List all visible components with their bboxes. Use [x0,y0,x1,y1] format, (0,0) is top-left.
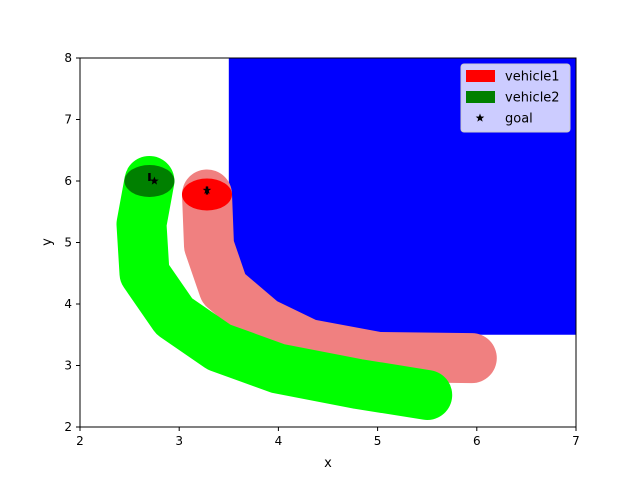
legend-label-goal: goal [505,112,533,127]
legend-swatch-goal [475,113,485,122]
y-tick-label: 2 [64,420,72,434]
x-tick-label: 4 [275,434,283,448]
x-axis-label: x [324,456,332,471]
legend: vehicle1 vehicle2 goal [460,63,571,133]
legend-label-vehicle2: vehicle2 [505,91,560,106]
vehicle2-trail [116,156,453,420]
y-tick-label: 5 [64,236,72,250]
goal-marker-2 [202,185,212,194]
legend-swatch-vehicle1 [466,70,495,82]
goal-marker-1 [150,176,159,185]
y-axis-label: y [40,238,55,246]
y-tick-label: 4 [64,297,72,311]
vehicle1-trail [182,169,497,384]
y-tick-label: 7 [64,113,72,127]
axis-ticks: 2 3 4 5 6 7 2 3 4 5 6 7 8 [64,51,579,448]
x-tick-label: 5 [374,434,382,448]
legend-label-vehicle1: vehicle1 [505,70,560,85]
y-tick-label: 6 [64,174,72,188]
x-tick-label: 3 [175,434,183,448]
legend-swatch-vehicle2 [466,91,495,103]
x-tick-label: 2 [76,434,84,448]
x-tick-label: 7 [572,434,580,448]
y-tick-label: 8 [64,51,72,65]
y-tick-label: 3 [64,359,72,373]
x-tick-label: 6 [473,434,481,448]
